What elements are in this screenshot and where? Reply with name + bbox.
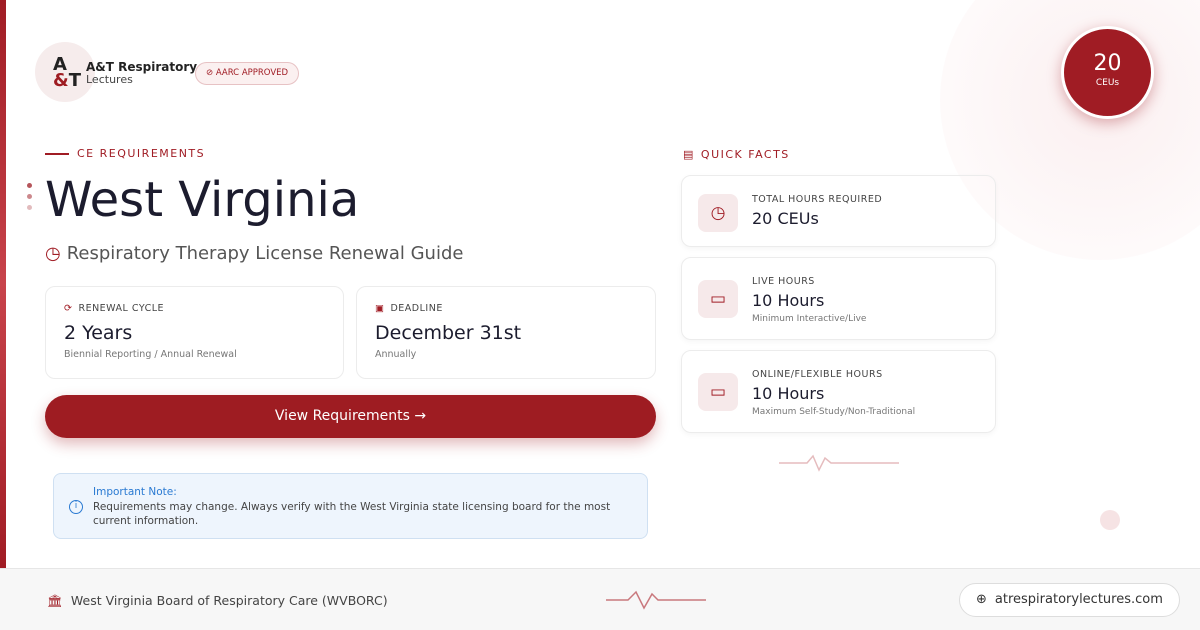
- heartbeat-icon: [606, 590, 706, 610]
- decorative-dots: [27, 183, 32, 216]
- logo: A &T: [35, 42, 95, 102]
- quick-facts-label: ▤ QUICK FACTS: [683, 148, 790, 161]
- subtitle: ◷ Respiratory Therapy License Renewal Gui…: [45, 243, 464, 264]
- clipboard-icon: ▤: [683, 148, 695, 161]
- calendar-icon: ▣: [375, 303, 385, 314]
- deadline-card: ▣ DEADLINE December 31st Annually: [356, 286, 656, 379]
- building-icon: 🏛: [47, 593, 63, 608]
- section-label: CE REQUIREMENTS: [45, 147, 205, 160]
- fact-live-hours: ▭ LIVE HOURS 10 Hours Minimum Interactive/…: [681, 257, 996, 340]
- ceu-unit: CEUs: [1095, 78, 1120, 88]
- refresh-icon: ⟳: [64, 303, 73, 314]
- page-title: West Virginia: [45, 172, 360, 228]
- decorative-dot: [1100, 510, 1120, 530]
- fact-total-hours: ◷ TOTAL HOURS REQUIRED 20 CEUs: [681, 175, 996, 247]
- clock-icon: ◷: [45, 243, 61, 264]
- ceu-value: 20: [1093, 51, 1122, 76]
- accent-bar: [0, 0, 6, 568]
- heartbeat-icon: [779, 454, 899, 472]
- globe-icon: ⊕: [976, 592, 987, 607]
- monitor-icon: ▭: [698, 373, 738, 411]
- brand-subname: Lectures: [86, 73, 133, 86]
- renewal-cycle-card: ⟳ RENEWAL CYCLE 2 Years Biennial Reportin…: [45, 286, 344, 379]
- website-link[interactable]: ⊕ atrespiratorylectures.com: [959, 583, 1180, 617]
- footer: 🏛 West Virginia Board of Respiratory Care…: [0, 568, 1200, 630]
- check-circle-icon: ⊘: [206, 68, 216, 78]
- fact-online-hours: ▭ ONLINE/FLEXIBLE HOURS 10 Hours Maximum S…: [681, 350, 996, 433]
- info-icon: i: [69, 500, 83, 514]
- view-requirements-button[interactable]: View Requirements →: [45, 395, 656, 438]
- clock-icon: ◷: [698, 194, 738, 232]
- video-icon: ▭: [698, 280, 738, 318]
- aarc-approved-badge: ⊘ AARC APPROVED: [195, 62, 300, 85]
- brand-name: A&T Respiratory: [86, 60, 198, 74]
- ceu-badge: 20 CEUs: [1061, 26, 1154, 119]
- important-note: i Important Note: Requirements may chang…: [53, 473, 648, 539]
- licensing-board: 🏛 West Virginia Board of Respiratory Care…: [47, 593, 388, 608]
